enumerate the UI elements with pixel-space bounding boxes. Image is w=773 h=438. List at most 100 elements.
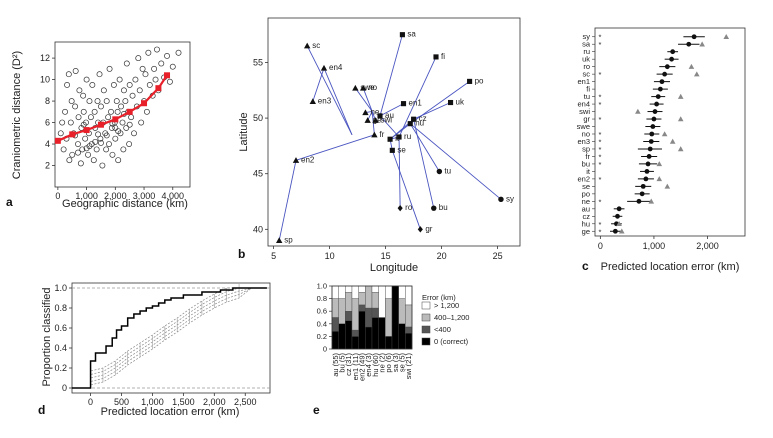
scatter-point xyxy=(93,146,100,153)
row-label-sp: sp xyxy=(582,144,590,153)
site-marker-fi xyxy=(433,54,439,60)
observed-curve xyxy=(72,287,267,389)
mean-point xyxy=(644,169,650,174)
site-marker-tu xyxy=(436,168,443,175)
scatter-point xyxy=(72,103,79,110)
displacement-link xyxy=(398,56,437,138)
site-label-swe: swe xyxy=(360,83,375,92)
mean-point xyxy=(669,56,675,62)
row-label-no: no xyxy=(582,130,590,139)
site-marker-it xyxy=(387,136,393,142)
panel-label-d: d xyxy=(38,403,45,417)
site-marker-hu xyxy=(407,121,413,127)
displacement-link xyxy=(312,67,325,102)
mean-point xyxy=(657,86,663,92)
null-triangle xyxy=(618,228,625,234)
scatter-point xyxy=(83,76,90,83)
mean-point xyxy=(649,131,655,137)
x-axis-label-c: Predicted location error (km) xyxy=(601,261,740,273)
chart-c: Predicted location error (km) 0 1,000 2,00… xyxy=(577,27,746,273)
scatter-point xyxy=(106,65,113,72)
bar-segment-2 xyxy=(405,304,413,328)
bar-segment-1 xyxy=(345,311,353,321)
scatter-point xyxy=(169,63,176,70)
scatter-point xyxy=(114,108,121,115)
x-tick-label-d: 0 xyxy=(88,397,93,407)
chart-e: Error (km) 0 0.2 0.4 0.6 0.8 1.0 au (55)bu (5)… xyxy=(317,282,470,381)
scatter-point xyxy=(65,71,72,78)
displacement-link xyxy=(306,45,353,135)
scatter-point xyxy=(132,76,139,83)
row-label-ro: ro xyxy=(583,62,590,71)
bar-segment-2 xyxy=(398,298,406,325)
bar-segment-1 xyxy=(405,326,413,334)
null-triangle xyxy=(688,63,695,69)
displacement-link xyxy=(379,34,403,116)
x-category-label-e: po (6) xyxy=(384,352,393,372)
site-label-sy: sy xyxy=(506,194,514,203)
scatter-point xyxy=(68,98,75,105)
x-tick-label-d: 500 xyxy=(114,397,129,407)
scatter-point xyxy=(99,162,106,169)
row-label-en4: en4 xyxy=(577,100,590,109)
y-axis-label-b: Latitude xyxy=(238,112,250,151)
scatter-point xyxy=(82,135,89,142)
significance-star: * xyxy=(599,137,602,146)
scatter-point xyxy=(175,49,182,56)
bar-segment-3 xyxy=(385,285,393,299)
row-label-en2: en2 xyxy=(577,174,590,183)
y-tick-label-e: 0.8 xyxy=(317,294,327,303)
row-label-sc: sc xyxy=(583,70,591,79)
row-label-sa: sa xyxy=(582,40,591,49)
site-marker-fr xyxy=(371,131,378,138)
scatter-point xyxy=(120,146,127,153)
site-marker-ro xyxy=(397,204,403,212)
mean-point xyxy=(654,101,660,107)
scatter-point xyxy=(136,87,143,94)
x-tick-label-a: 1,000 xyxy=(75,191,98,201)
mean-point xyxy=(615,213,620,219)
bar-segment-1 xyxy=(371,307,379,318)
row-label-cz: cz xyxy=(583,212,591,221)
row-label-swi: swi xyxy=(579,107,590,116)
scatter-point xyxy=(123,124,130,131)
mean-point xyxy=(691,34,697,40)
trend-marker xyxy=(155,85,162,92)
null-triangle xyxy=(677,146,684,152)
null-triangle xyxy=(635,108,641,114)
plot-frame-a xyxy=(54,41,191,188)
y-tick-label-a: 12 xyxy=(40,53,50,63)
bar-segment-1 xyxy=(351,329,359,337)
site-label-it: it xyxy=(395,134,400,143)
x-category-label-e: hu (60) xyxy=(371,352,380,376)
significance-star: * xyxy=(599,100,602,109)
x-category-label-e: en2 (49) xyxy=(358,353,367,381)
displacement-link xyxy=(413,119,435,209)
plot-frame-e xyxy=(331,285,413,350)
row-label-ne: ne xyxy=(582,197,590,206)
scatter-point xyxy=(92,138,99,145)
site-label-sp: sp xyxy=(284,235,293,244)
y-tick-label-a: 2 xyxy=(45,161,50,171)
significance-star: * xyxy=(599,175,602,184)
y-tick-label-b: 55 xyxy=(253,57,263,67)
legend-label: > 1,200 xyxy=(434,301,459,310)
scatter-point xyxy=(119,119,126,126)
trend-marker xyxy=(164,72,171,79)
scatter-point xyxy=(59,119,66,126)
null-curve xyxy=(90,287,267,388)
null-triangle xyxy=(677,93,684,99)
scatter-point xyxy=(139,65,146,72)
x-tick-label-b: 25 xyxy=(493,251,503,261)
displacement-link xyxy=(409,123,502,200)
x-category-label-e: swi (21) xyxy=(404,353,413,380)
displacement-link xyxy=(379,103,404,117)
y-tick-label-d: 0.4 xyxy=(54,343,67,353)
null-curve xyxy=(90,287,267,388)
bar-segment-3 xyxy=(331,285,339,299)
displacement-link xyxy=(398,136,401,209)
bar-segment-0 xyxy=(371,317,379,350)
scatter-point xyxy=(158,60,165,67)
scatter-point xyxy=(164,53,170,59)
